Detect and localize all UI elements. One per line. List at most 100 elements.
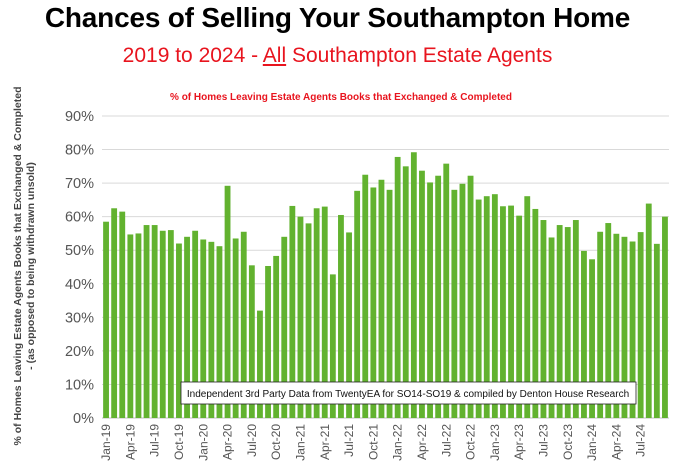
bar [621,236,628,418]
x-tick-label: Jul-19 [148,424,162,457]
bar [184,236,190,418]
bar [354,190,361,418]
bar [378,179,385,418]
bar [419,170,425,418]
x-tick-label: Jul-23 [536,424,550,457]
x-tick-label: Jul-22 [439,424,453,457]
bar [645,203,652,418]
bar [313,208,320,418]
bar [548,237,555,418]
bar [613,233,620,418]
bar [475,199,482,418]
bar [362,174,369,418]
bar [508,205,514,418]
y-tick-label: 20% [65,344,94,360]
bar [637,232,644,418]
x-tick-label: Apr-23 [512,424,526,460]
bar [119,211,126,418]
bars [103,152,668,419]
y-tick-label: 70% [65,176,94,192]
x-tick-label: Jan-24 [585,424,599,461]
bar [346,232,352,418]
x-tick-label: Jul-21 [342,424,356,457]
x-tick-label: Apr-22 [415,424,429,460]
bar [491,194,498,418]
bar [143,225,150,418]
bar [556,225,563,418]
bar [135,233,142,418]
bar [597,231,604,418]
bar [103,221,109,418]
x-tick-label: Apr-19 [123,424,137,460]
bar [483,196,490,418]
x-tick-label: Apr-20 [221,424,235,460]
bar [524,196,531,418]
x-tick-label: Jan-19 [99,424,113,461]
bar [451,189,458,418]
bar [605,223,612,418]
bar [572,220,579,418]
x-tick-label: Oct-20 [269,424,283,460]
annotation-text: Independent 3rd Party Data from TwentyEA… [187,389,629,400]
bar [662,216,668,418]
x-tick-label: Jan-20 [196,424,210,461]
bar [386,189,393,418]
bar [151,225,158,418]
bar [289,205,296,418]
y-tick-label: 80% [65,143,94,159]
x-tick-label: Jul-20 [245,424,259,457]
bar [111,208,118,418]
bar [305,223,312,418]
bar [176,243,182,418]
bar [427,182,433,418]
bar [653,243,660,418]
bar [321,206,328,418]
bar [216,246,223,418]
chart-title: % of Homes Leaving Estate Agents Books t… [170,92,512,103]
annotation-box [180,381,637,405]
y-tick-label: 10% [65,377,94,393]
bar [200,239,207,418]
x-tick-label: Jan-22 [391,424,405,461]
bar [167,230,174,418]
bar [516,215,523,418]
bar [338,214,344,418]
bar [257,310,263,418]
y-tick-label: 90% [65,109,94,125]
bar [248,265,255,418]
bar [265,265,271,418]
page-subtitle: 2019 to 2024 - All Southampton Estate Ag… [0,44,675,68]
x-tick-label: Oct-22 [464,424,478,460]
bar [629,241,636,418]
bar [281,236,288,418]
y-tick-label: 60% [65,210,94,226]
bar [297,216,304,418]
bar [467,175,474,418]
x-tick-label: Apr-21 [318,424,332,460]
bar [273,255,280,418]
bar [208,241,215,418]
x-tick-label: Oct-21 [366,424,380,460]
bar [589,259,595,418]
bar [232,238,239,418]
bar [192,230,199,418]
bar [224,185,231,418]
bar [410,152,417,419]
bar [581,250,587,418]
y-tick-label: 50% [65,243,94,259]
bar [435,175,442,418]
bar [159,230,166,418]
x-tick-label: Jan-21 [293,424,307,461]
x-tick-label: Apr-24 [609,424,623,460]
x-axis-ticks: Jan-19 Apr-19 Jul-19 Oct-19 Jan-20 Apr-20 Jul-… [99,424,648,461]
bar [127,234,134,418]
y-axis-label: % of Homes Leaving Estate Agents Books t… [12,86,24,445]
x-tick-label: Oct-23 [561,424,575,460]
y-tick-label: 40% [65,277,94,293]
bar [240,231,247,418]
bar [443,163,450,418]
y-tick-label: 0% [73,411,94,427]
x-tick-label: Jul-24 [634,424,648,457]
bar [370,187,377,418]
